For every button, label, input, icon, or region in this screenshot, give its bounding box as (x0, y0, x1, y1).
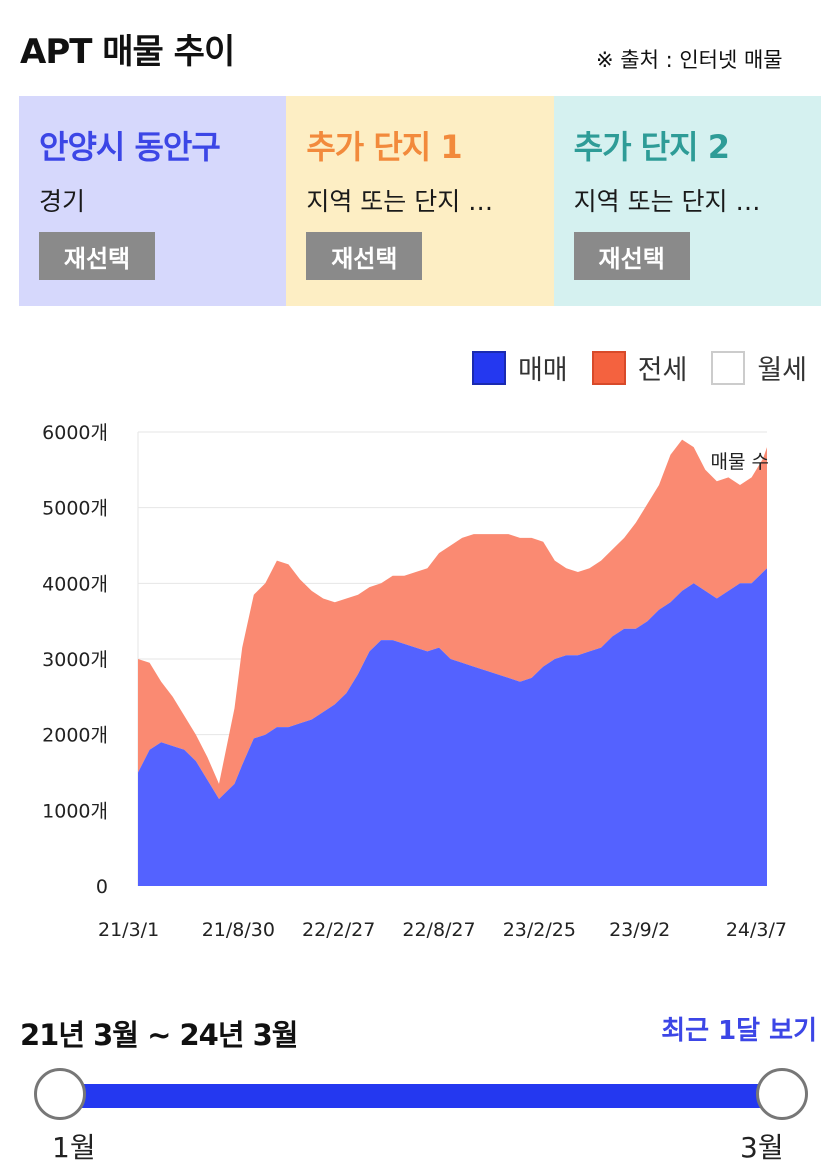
legend-swatch-jeonse (591, 350, 626, 385)
reselect-button-2[interactable]: 재선택 (306, 232, 423, 280)
reselect-button-1[interactable]: 재선택 (39, 232, 155, 280)
y-tick-label: 6000개 (42, 422, 108, 444)
period-slider-end-handle[interactable] (756, 1068, 808, 1120)
y-tick-label: 5000개 (42, 498, 108, 520)
legend-item-monthly[interactable]: 월세 (711, 348, 807, 387)
chart-legend: 매매 전세 월세 (448, 348, 807, 387)
legend-item-jeonse[interactable]: 전세 (591, 348, 688, 387)
legend-swatch-monthly (711, 350, 746, 385)
legend-swatch-sale (471, 350, 506, 385)
legend-label-jeonse: 전세 (637, 355, 688, 386)
region-panel-2: 추가 단지 1 지역 또는 단지 … 재선택 (286, 96, 554, 306)
source-note: ※ 출처 : 인터넷 매물 (596, 48, 783, 72)
period-slider-track[interactable] (60, 1084, 782, 1108)
series-area-jeonse (138, 439, 767, 799)
series-area-sale (138, 568, 767, 886)
legend-label-sale: 매매 (517, 355, 568, 386)
x-tick-label: 22/2/27 (302, 919, 375, 941)
region-name: 안양시 동안구 (39, 128, 221, 166)
legend-item-sale[interactable]: 매매 (471, 348, 568, 387)
page-title: APT 매물 추이 (20, 32, 235, 72)
x-tick-label: 21/8/30 (202, 919, 275, 941)
region-panel-3: 추가 단지 2 지역 또는 단지 … 재선택 (553, 96, 821, 306)
legend-label-monthly: 월세 (757, 355, 807, 386)
x-tick-label: 23/2/25 (503, 919, 576, 941)
region-name: 추가 단지 2 (573, 128, 730, 166)
y-tick-label: 1000개 (42, 800, 108, 822)
chart-annotation: 매물 수 (711, 451, 769, 473)
region-name: 추가 단지 1 (306, 128, 462, 166)
y-tick-label: 4000개 (42, 573, 108, 595)
y-tick-label: 0 (96, 876, 108, 898)
reselect-button-3[interactable]: 재선택 (573, 232, 690, 280)
region-sub: 경기 (39, 187, 86, 216)
x-tick-label: 21/3/1 (98, 919, 159, 941)
region-sub: 지역 또는 단지 … (306, 187, 494, 216)
region-panel-1: 안양시 동안구 경기 재선택 (19, 96, 287, 306)
listings-area-chart: 0 1000개 2000개 3000개 4000개 5000개 6000개 21/3/1 21/… (42, 422, 787, 941)
x-tick-label: 22/8/27 (402, 919, 475, 941)
y-tick-label: 3000개 (42, 649, 108, 671)
period-range-text: 21년 3월 ~ 24년 3월 (20, 1018, 298, 1052)
slider-end-label: 3월 (740, 1131, 784, 1164)
x-tick-label: 23/9/2 (609, 919, 670, 941)
recent-month-link[interactable]: 최근 1달 보기 (661, 1016, 817, 1046)
compare-panels: 안양시 동안구 경기 재선택 추가 단지 1 지역 또는 단지 … 재선택 추가… (19, 96, 821, 306)
x-tick-label: 24/3/7 (726, 919, 787, 941)
period-slider-start-handle[interactable] (34, 1068, 86, 1120)
slider-start-label: 1월 (52, 1131, 96, 1164)
y-tick-label: 2000개 (42, 725, 108, 747)
region-sub: 지역 또는 단지 … (573, 187, 761, 216)
